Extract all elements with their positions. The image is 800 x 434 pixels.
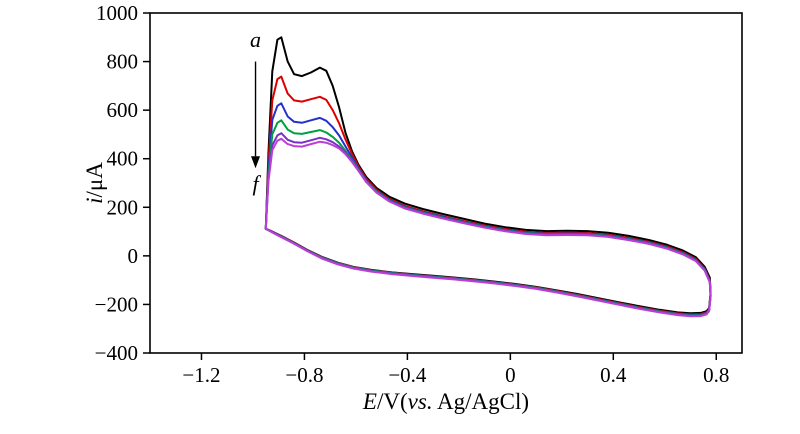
x-tick-label: −0.8 [285, 363, 323, 387]
y-tick-label: 400 [107, 147, 139, 171]
cv-curve-f [264, 137, 712, 318]
x-tick-label: −0.4 [388, 363, 427, 387]
y-tick-label: −400 [95, 341, 138, 365]
x-tick-label: 0 [505, 363, 516, 387]
curve-label-a: a [250, 27, 261, 52]
scan-direction-arrowhead-icon [251, 156, 261, 169]
y-tick-label: −200 [95, 292, 138, 316]
x-axis-label-part: vs. [408, 389, 433, 414]
x-tick-label: 0.8 [703, 363, 729, 387]
y-tick-label: 600 [107, 98, 139, 122]
y-tick-label: 200 [107, 195, 139, 219]
curve-label-f: f [252, 171, 261, 196]
y-tick-label: 0 [128, 244, 139, 268]
y-tick-label: 1000 [96, 1, 138, 25]
x-axis-label: E/V(vs. Ag/AgCl) [362, 389, 529, 414]
x-tick-label: 0.4 [600, 363, 627, 387]
plot-frame [149, 12, 743, 354]
cv-curve-d [264, 119, 712, 317]
y-axis-label-part: i [82, 197, 107, 203]
y-axis-label-part: /μA [82, 162, 107, 198]
x-axis-label-part: E [362, 389, 377, 414]
cv-curve-b [264, 75, 712, 316]
cv-curve-a [264, 36, 712, 315]
y-tick-label: 800 [107, 50, 139, 74]
y-axis-label: i/μA [82, 162, 107, 204]
x-tick-label: −1.2 [182, 363, 220, 387]
x-axis-label-part: /V( [377, 389, 408, 414]
x-axis-label-part: Ag/AgCl) [433, 389, 529, 414]
